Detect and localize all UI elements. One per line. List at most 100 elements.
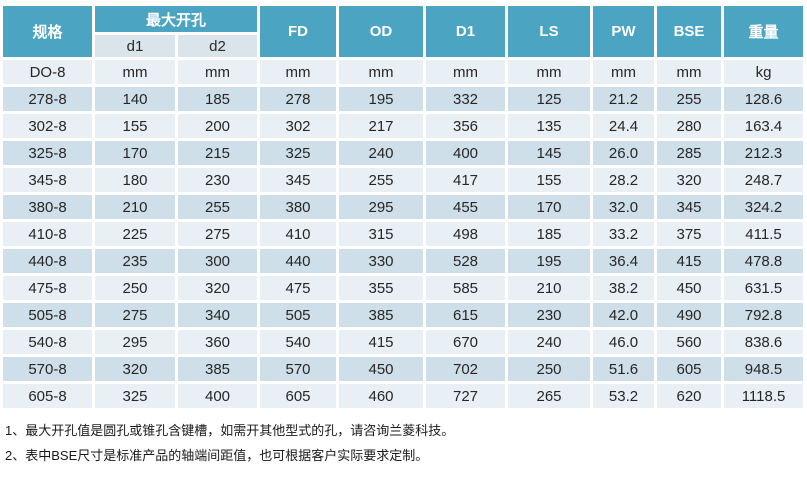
header-row-1: 规格 最大开孔 FD OD D1 LS PW BSE 重量 [3, 6, 804, 57]
cell: 570 [260, 357, 337, 381]
cell: 450 [339, 357, 424, 381]
spec-table: 规格 最大开孔 FD OD D1 LS PW BSE 重量 d1 d2 DO-8… [0, 3, 806, 411]
cell: 440-8 [3, 249, 92, 273]
cell: 670 [426, 330, 506, 354]
cell: 570-8 [3, 357, 92, 381]
cell: 417 [426, 168, 506, 192]
cell: 21.2 [593, 87, 655, 111]
cell: 727 [426, 384, 506, 408]
cell: 450 [657, 276, 722, 300]
cell: 255 [657, 87, 722, 111]
cell: 28.2 [593, 168, 655, 192]
cell: 155 [95, 114, 175, 138]
cell: 415 [339, 330, 424, 354]
table-body: DO-8 mm mm mm mm mm mm mm mm kg 278-8 140 185 278 195 3… [3, 60, 804, 408]
cell: 212.3 [724, 141, 804, 165]
table-row: 345-8 180 230 345 255 417 155 28.2 320 248.7 [3, 168, 804, 192]
cell: 455 [426, 195, 506, 219]
cell: 185 [508, 222, 591, 246]
cell: 410 [260, 222, 337, 246]
table-row: 475-8 250 320 475 355 585 210 38.2 450 631.5 [3, 276, 804, 300]
cell: mm [426, 60, 506, 84]
table-row: 505-8 275 340 505 385 615 230 42.0 490 792.8 [3, 303, 804, 327]
table-row: 410-8 225 275 410 315 498 185 33.2 375 411.5 [3, 222, 804, 246]
cell: 155 [508, 168, 591, 192]
cell: 140 [95, 87, 175, 111]
cell: 255 [178, 195, 258, 219]
cell: 275 [95, 303, 175, 327]
cell: 163.4 [724, 114, 804, 138]
cell: mm [260, 60, 337, 84]
cell: 345-8 [3, 168, 92, 192]
cell: 605 [260, 384, 337, 408]
cell: 51.6 [593, 357, 655, 381]
cell: 200 [178, 114, 258, 138]
cell: 278 [260, 87, 337, 111]
cell: 385 [178, 357, 258, 381]
cell: 225 [95, 222, 175, 246]
cell: 26.0 [593, 141, 655, 165]
cell: 411.5 [724, 222, 804, 246]
cell: 400 [178, 384, 258, 408]
cell: 302 [260, 114, 337, 138]
cell: mm [508, 60, 591, 84]
cell: 792.8 [724, 303, 804, 327]
cell: 345 [260, 168, 337, 192]
table-row: 440-8 235 300 440 330 528 195 36.4 415 478.8 [3, 249, 804, 273]
cell: 505-8 [3, 303, 92, 327]
cell: 295 [339, 195, 424, 219]
cell: 320 [95, 357, 175, 381]
cell: 605 [657, 357, 722, 381]
col-header-max-opening: 最大开孔 [95, 6, 258, 32]
cell: 380 [260, 195, 337, 219]
cell: 360 [178, 330, 258, 354]
footnotes: 1、最大开孔值是圆孔或锥孔含键槽，如需开其他型式的孔，请咨询兰菱科技。 2、表中… [0, 418, 807, 468]
cell: 235 [95, 249, 175, 273]
cell: 280 [657, 114, 722, 138]
cell: 585 [426, 276, 506, 300]
cell: 248.7 [724, 168, 804, 192]
cell: 135 [508, 114, 591, 138]
cell: 320 [657, 168, 722, 192]
cell: 42.0 [593, 303, 655, 327]
table-row: 380-8 210 255 380 295 455 170 32.0 345 324.2 [3, 195, 804, 219]
cell: 250 [508, 357, 591, 381]
cell: 475 [260, 276, 337, 300]
cell: 385 [339, 303, 424, 327]
cell: 36.4 [593, 249, 655, 273]
footnote-1: 1、最大开孔值是圆孔或锥孔含键槽，如需开其他型式的孔，请咨询兰菱科技。 [5, 423, 455, 438]
cell: 490 [657, 303, 722, 327]
cell: 478.8 [724, 249, 804, 273]
col-header-ls: LS [508, 6, 591, 57]
cell: 324.2 [724, 195, 804, 219]
cell: 356 [426, 114, 506, 138]
cell: 195 [508, 249, 591, 273]
cell: mm [657, 60, 722, 84]
cell: 230 [178, 168, 258, 192]
cell: mm [95, 60, 175, 84]
col-header-bse: BSE [657, 6, 722, 57]
cell: 460 [339, 384, 424, 408]
cell: 605-8 [3, 384, 92, 408]
cell: 320 [178, 276, 258, 300]
cell: 53.2 [593, 384, 655, 408]
cell: 540 [260, 330, 337, 354]
cell: mm [178, 60, 258, 84]
cell: 185 [178, 87, 258, 111]
table-row: 570-8 320 385 570 450 702 250 51.6 605 948.5 [3, 357, 804, 381]
table-header: 规格 最大开孔 FD OD D1 LS PW BSE 重量 d1 d2 [3, 6, 804, 57]
cell: 540-8 [3, 330, 92, 354]
cell: 180 [95, 168, 175, 192]
cell: 275 [178, 222, 258, 246]
cell: 332 [426, 87, 506, 111]
cell: DO-8 [3, 60, 92, 84]
cell: 410-8 [3, 222, 92, 246]
cell: 325 [95, 384, 175, 408]
col-subheader-d2: d2 [178, 35, 258, 57]
cell: 33.2 [593, 222, 655, 246]
cell: 170 [508, 195, 591, 219]
cell: 32.0 [593, 195, 655, 219]
cell: 24.4 [593, 114, 655, 138]
cell: 948.5 [724, 357, 804, 381]
col-header-fd: FD [260, 6, 337, 57]
